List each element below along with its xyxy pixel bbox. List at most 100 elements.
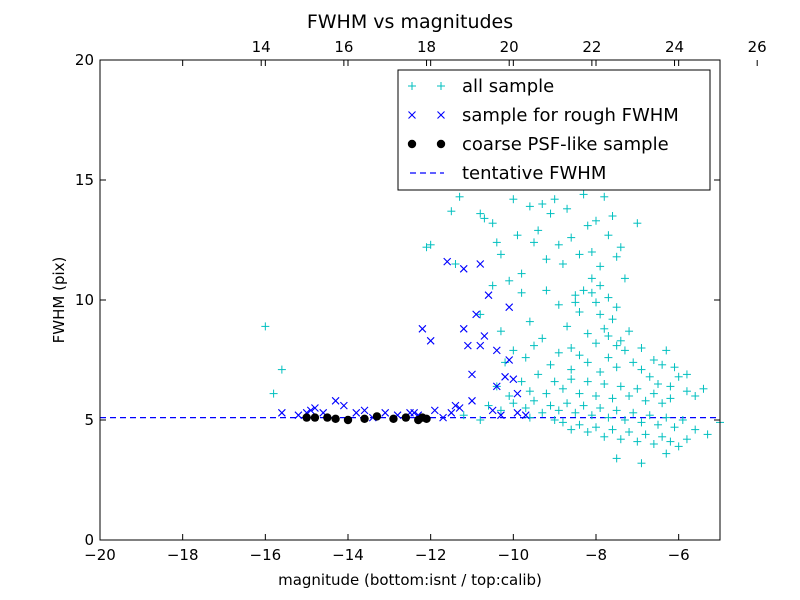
point-s1-35-d2 (459, 264, 468, 273)
point-s1-28-d2 (497, 411, 505, 420)
point-s0-68 (501, 358, 510, 367)
point-s0-169 (649, 356, 658, 364)
point-s0-91 (699, 384, 708, 393)
axis-ticks: −20 −18 −16 −14 −12 −10 −8 −6 0 5 10 15 20 14 16 18 20 22… (75, 38, 767, 564)
point-s0-69 (509, 346, 518, 355)
point-s0-20 (530, 238, 538, 247)
point-s1-13 (426, 336, 435, 345)
point-s0-75 (575, 351, 584, 360)
point-s1-8 (381, 408, 390, 417)
x-tick-label: −10 (498, 546, 530, 564)
point-s1-21 (468, 370, 476, 379)
point-s0-60 (608, 315, 617, 324)
legend-label: all sample (462, 76, 554, 97)
point-s0-25 (546, 209, 555, 218)
point-s0-172 (682, 370, 691, 379)
point-s1-35 (459, 264, 468, 273)
point-s0-61 (616, 336, 625, 345)
x-tick-label: −20 (84, 546, 116, 564)
point-s1-36 (476, 341, 485, 350)
point-s0-129 (629, 408, 638, 417)
point-s0-42 (616, 243, 625, 252)
point-s0-34 (583, 221, 592, 230)
point-s0-59 (600, 324, 609, 333)
y-tick-label: 0 (84, 531, 94, 549)
point-s1-29-d2 (501, 372, 509, 381)
point-s0-90 (691, 392, 700, 400)
point-s0-171 (670, 363, 679, 372)
y-tick-label: 15 (75, 171, 94, 189)
legend-entry: coarse PSF-like sample (407, 134, 669, 155)
point-s1-38 (505, 356, 514, 364)
point-s1-33 (521, 411, 530, 420)
point-s0-153 (612, 454, 621, 463)
y-tick-label: 5 (84, 411, 94, 429)
point-s1-12-d2 (418, 324, 427, 333)
point-s0-53 (538, 334, 547, 343)
point-s1-0 (277, 408, 286, 417)
point-s1-23 (476, 260, 485, 268)
point-s0-4 (426, 240, 435, 249)
point-s0-21 (517, 269, 526, 278)
point-s2-1 (310, 413, 320, 422)
point-s1-14 (430, 406, 439, 415)
point-s0-144 (600, 432, 609, 441)
x-tick-label: −18 (167, 546, 199, 564)
point-s0-88 (674, 372, 683, 381)
legend-entry: tentative FWHM (410, 163, 606, 184)
point-s0-143 (592, 423, 600, 432)
point-s0-150 (649, 440, 658, 448)
point-s0-165 (567, 344, 576, 352)
point-s0-45 (571, 291, 580, 300)
legend: all sample sample for rough FWHM coarse PS… (397, 69, 711, 191)
point-s0-146 (616, 435, 625, 444)
point-s1-40-d2 (468, 396, 476, 405)
point-s0-81 (620, 346, 629, 355)
point-s2-11 (422, 414, 431, 423)
point-s1-14-d2 (430, 406, 439, 415)
series-2 (302, 412, 431, 425)
point-s1-1-d2 (294, 411, 303, 420)
point-s0-10 (480, 214, 489, 223)
point-s0-99 (558, 384, 567, 393)
point-s1-15 (439, 413, 447, 422)
point-s1-5 (339, 401, 348, 410)
point-s0-56 (575, 308, 584, 316)
point-s0-65 (579, 286, 588, 295)
point-s0-147 (625, 428, 634, 436)
point-s2-8 (401, 413, 411, 422)
point-s0-107 (625, 392, 634, 400)
point-s0-142 (583, 428, 592, 436)
point-s0-111 (658, 399, 667, 408)
point-s0-105 (608, 394, 617, 403)
point-s0-95 (525, 387, 534, 396)
point-s0-161 (459, 411, 468, 420)
point-s1-24-d2 (480, 332, 489, 340)
point-s1-31-d2 (509, 375, 518, 384)
point-s0-79 (604, 353, 613, 362)
point-s0-64 (587, 274, 596, 283)
point-s0-104 (600, 380, 609, 388)
top-x-tick-label: 22 (582, 38, 601, 56)
y-tick-label: 10 (75, 291, 94, 309)
x-tick-label: −12 (415, 546, 447, 564)
point-s0-148 (633, 437, 642, 446)
point-s0-78 (596, 368, 605, 376)
point-s0-121 (563, 399, 572, 408)
point-s0-94 (517, 377, 526, 386)
point-s0-9 (476, 209, 485, 218)
point-s0-120 (554, 406, 563, 415)
point-s0-12 (492, 238, 501, 247)
point-s1-38-d2 (505, 356, 514, 364)
point-s0-157 (662, 449, 671, 458)
point-s1-34-d2 (443, 257, 452, 266)
point-s1-20-d2 (463, 341, 472, 350)
point-s1-1 (294, 411, 303, 420)
point-s0-126 (604, 413, 613, 422)
point-s2-0 (302, 413, 311, 422)
point-s0-32 (575, 250, 584, 259)
point-s0-39 (604, 231, 613, 240)
point-s0-3 (422, 243, 431, 252)
point-s2-2 (323, 413, 332, 422)
point-s0-130 (637, 418, 646, 427)
